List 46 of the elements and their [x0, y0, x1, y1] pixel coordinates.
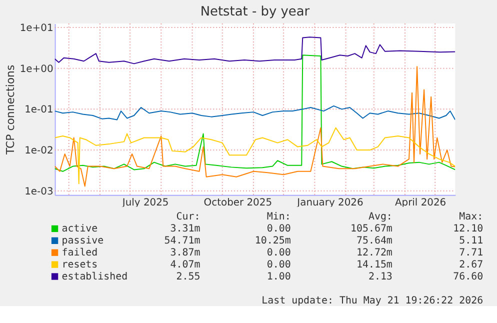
legend-label: failed	[62, 248, 98, 259]
text: 12.72m	[356, 248, 392, 259]
text: 5.11	[459, 236, 484, 247]
line-series	[54, 66, 456, 187]
text: 54.71m	[164, 236, 200, 247]
text: 14.15m	[356, 260, 392, 271]
line-series	[54, 54, 456, 172]
text: 0.00	[266, 248, 291, 259]
text: Avg:	[368, 212, 392, 223]
text: 3.87m	[170, 248, 200, 259]
line-series	[54, 127, 456, 184]
text: Max:	[459, 212, 484, 223]
text: Min:	[266, 212, 291, 223]
text: 2.67	[459, 260, 484, 271]
text: 75.64m	[356, 236, 392, 247]
legend-label: active	[62, 224, 98, 235]
text: 105.67m	[350, 224, 392, 235]
text: 76.60	[453, 271, 484, 282]
text: 0.00	[266, 224, 291, 235]
line-series	[54, 36, 456, 64]
x-tick-label: October 2025	[204, 197, 272, 208]
legend-label: passive	[62, 236, 104, 247]
text: 3.31m	[170, 224, 200, 235]
text: Last update: Thu May 21 19:26:22 2026	[262, 295, 484, 306]
text: 1.00	[266, 271, 291, 282]
y-tick-label: 1e-01	[24, 104, 54, 116]
x-tick-label: April 2026	[394, 197, 446, 208]
y-tick-label: 1e+00	[20, 64, 54, 75]
legend-label: established	[62, 271, 128, 282]
y-axis-title: TCP connections	[4, 64, 17, 156]
text: Cur:	[176, 212, 200, 223]
y-tick-label: 1e-03	[24, 186, 54, 198]
x-tick-label: January 2026	[296, 197, 364, 208]
text: 0.00	[266, 260, 291, 271]
text: 2.13	[368, 271, 392, 282]
y-tick-label: 1e-02	[24, 146, 54, 157]
text: 4.07m	[170, 260, 200, 271]
text: 7.71	[459, 248, 484, 259]
legend-label: resets	[62, 260, 98, 271]
x-tick-label: July 2025	[121, 197, 169, 208]
chart-title: Netstat - by year	[200, 4, 310, 20]
line-series	[54, 105, 456, 120]
text: 10.25m	[254, 236, 291, 247]
text: 2.55	[176, 271, 200, 282]
y-tick-label: 1e+01	[20, 22, 54, 34]
text: 12.10	[453, 224, 484, 235]
